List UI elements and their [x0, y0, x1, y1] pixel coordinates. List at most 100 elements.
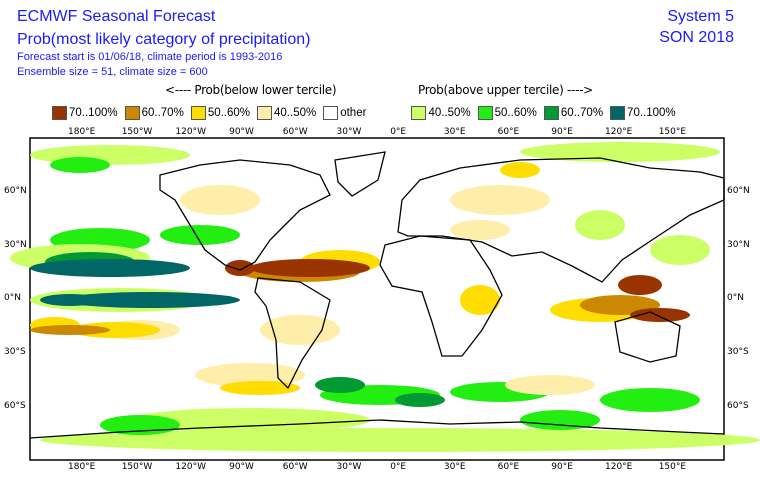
legend-item: 50..60%	[477, 106, 537, 120]
forecast-info: Forecast start is 01/06/18, climate peri…	[17, 51, 283, 63]
lon-label-bottom: 90°W	[229, 462, 254, 472]
legend-item: 60..70%	[543, 106, 604, 120]
legend: 70..100% 60..70% 50..60% 40..50% other 40..50…	[52, 106, 683, 120]
shading-patch	[40, 428, 760, 452]
shading-patch	[160, 225, 240, 245]
legend-swatch	[52, 106, 67, 120]
lon-label-top: 180°E	[68, 127, 96, 137]
shading-patch	[630, 308, 690, 322]
shading-patch	[315, 377, 365, 393]
legend-item: 60..70%	[124, 106, 184, 120]
legend-swatch	[477, 106, 493, 120]
shading-patch	[600, 388, 700, 412]
legend-label: 60..70%	[560, 107, 604, 119]
shading-patch	[180, 185, 260, 215]
shading-patch	[30, 259, 190, 277]
lat-label-right: 0°N	[727, 293, 744, 304]
lon-label-bottom: 30°E	[443, 462, 466, 472]
legend-label: 40..50%	[274, 107, 317, 119]
shading-patch	[50, 157, 110, 173]
legend-swatch	[411, 106, 427, 120]
lat-label-right: 30°S	[727, 347, 749, 358]
lat-label-right: 30°N	[727, 239, 750, 250]
lon-label-bottom: 60°E	[497, 462, 520, 472]
shading-patch	[225, 260, 255, 276]
coastline-antarctica	[29, 419, 725, 439]
shading-patch	[395, 393, 445, 407]
shading-patch	[260, 315, 340, 345]
lat-label-right: 60°S	[727, 400, 749, 411]
subtitle: Prob(most likely category of precipitati…	[17, 31, 311, 48]
lon-label-top: 60°W	[282, 127, 308, 137]
lon-label-bottom: 120°W	[175, 462, 206, 472]
legend-swatch	[124, 106, 140, 120]
lon-label-bottom: 150°E	[658, 462, 687, 472]
lat-label-left: 60°S	[4, 400, 26, 411]
coastline-south-america	[254, 277, 331, 390]
system-label: System 5	[667, 8, 734, 25]
lon-label-top: 90°W	[229, 127, 254, 137]
legend-swatch	[190, 106, 206, 120]
shading-patch	[30, 325, 110, 335]
shading-patch	[450, 220, 510, 240]
legend-swatch	[323, 106, 339, 120]
lon-label-bottom: 60°W	[282, 462, 308, 472]
lat-label-left: 30°S	[4, 347, 26, 358]
lon-label-top: 120°W	[175, 127, 206, 137]
lon-label-top: 30°W	[336, 127, 362, 137]
legend-swatch	[610, 106, 626, 120]
coastline-north-america	[159, 159, 331, 271]
legend-label: 50..60%	[207, 107, 251, 119]
season-label: SON 2018	[659, 29, 734, 46]
lon-label-top: 150°E	[658, 127, 687, 137]
shading-patch	[250, 259, 370, 277]
shading-patch	[650, 235, 710, 265]
shading-patch	[505, 375, 595, 395]
shading-patch	[500, 162, 540, 178]
legend-label: other	[340, 107, 367, 119]
below-tercile-label: <---- Prob(below lower tercile)	[165, 83, 337, 97]
lon-label-bottom: 150°W	[121, 462, 153, 472]
shading-patch	[520, 410, 600, 430]
lat-label-left: 0°N	[4, 293, 21, 304]
shading-patch	[60, 292, 240, 308]
lon-label-bottom: 0°E	[390, 462, 407, 472]
coastline-eurasia	[397, 157, 725, 283]
coastlines	[29, 151, 725, 439]
lat-label-right: 60°N	[727, 186, 750, 196]
shading-patch	[618, 275, 662, 295]
coastline-greenland	[334, 151, 386, 197]
shading-patch	[450, 185, 550, 215]
lon-label-bottom: 90°E	[551, 462, 573, 472]
shading-patch	[520, 142, 720, 162]
legend-item: 40..50%	[257, 106, 316, 120]
lon-label-top: 0°E	[390, 127, 407, 137]
title: ECMWF Seasonal Forecast	[17, 8, 216, 25]
legend-label: 70..100%	[627, 107, 676, 119]
probability-shading	[10, 142, 760, 452]
shading-patch	[40, 294, 100, 306]
legend-item: 70..100%	[610, 106, 676, 120]
lon-label-top: 30°E	[443, 127, 466, 137]
lat-label-left: 60°N	[4, 186, 27, 196]
lat-label-left: 30°N	[4, 239, 27, 250]
lon-label-bottom: 180°E	[68, 462, 96, 472]
lon-label-top: 120°E	[605, 127, 633, 137]
legend-item: 50..60%	[190, 106, 251, 120]
shading-patch	[220, 381, 300, 395]
legend-swatch	[257, 106, 273, 120]
ensemble-info: Ensemble size = 51, climate size = 600	[17, 66, 208, 78]
shading-patch	[575, 210, 625, 240]
legend-item: other	[323, 106, 366, 120]
legend-label: 40..50%	[428, 107, 471, 119]
legend-item: 40..50%	[411, 106, 471, 120]
coastline-australia	[614, 311, 681, 363]
lon-label-top: 150°W	[121, 127, 153, 137]
legend-label: 50..60%	[494, 107, 537, 119]
legend-swatch	[543, 106, 559, 120]
lon-label-top: 60°E	[497, 127, 520, 137]
legend-label: 70..100%	[69, 107, 118, 119]
lon-label-top: 90°E	[551, 127, 573, 137]
